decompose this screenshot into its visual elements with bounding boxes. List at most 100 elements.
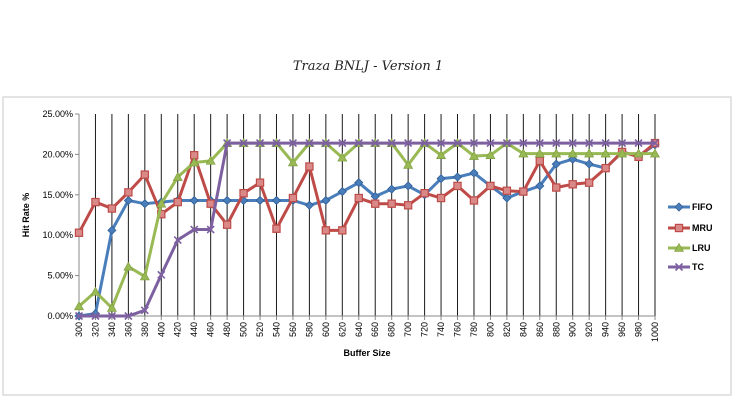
point-tc-580 bbox=[305, 139, 314, 148]
point-mru-660 bbox=[371, 199, 380, 208]
point-lru-400 bbox=[156, 198, 167, 208]
point-mru-780 bbox=[469, 196, 479, 205]
point-lru-380 bbox=[139, 271, 150, 281]
chart-title: Traza BNLJ - Version 1 bbox=[293, 59, 443, 74]
point-tc-1000 bbox=[650, 139, 660, 148]
plot-frame bbox=[2, 96, 732, 396]
point-tc-540 bbox=[272, 139, 281, 148]
point-lru-880 bbox=[551, 148, 562, 158]
x-tick-label-460: 460 bbox=[206, 322, 216, 337]
point-tc-480 bbox=[223, 139, 232, 148]
x-tick-label-540: 540 bbox=[271, 322, 281, 337]
series-line-fifo bbox=[78, 143, 656, 318]
point-lru-920 bbox=[584, 148, 595, 158]
point-lru-840 bbox=[518, 148, 529, 158]
point-tc-820 bbox=[502, 139, 511, 148]
x-tick-label-880: 880 bbox=[551, 322, 561, 337]
point-fifo-740 bbox=[436, 174, 446, 184]
point-tc-460 bbox=[206, 225, 215, 234]
point-tc-600 bbox=[321, 139, 330, 148]
y-tick-label: 10.00% bbox=[42, 230, 73, 240]
point-tc-400 bbox=[157, 270, 166, 279]
point-tc-980 bbox=[634, 139, 643, 148]
point-tc-520 bbox=[255, 139, 265, 148]
point-tc-660 bbox=[371, 139, 380, 148]
legend-marker-mru bbox=[674, 223, 684, 233]
point-tc-920 bbox=[585, 139, 594, 148]
y-tick-label: 15.00% bbox=[42, 190, 73, 200]
y-axis-ticks: 0.00% 5.00% 10.00% 15.00% 20.00% 25.00% bbox=[42, 109, 79, 321]
x-tick-label-960: 960 bbox=[617, 322, 627, 337]
point-fifo-380 bbox=[140, 199, 150, 209]
x-tick-label-860: 860 bbox=[535, 322, 545, 337]
point-tc-720 bbox=[420, 139, 429, 148]
x-tick-label-820: 820 bbox=[502, 322, 512, 337]
point-tc-940 bbox=[601, 139, 610, 148]
point-lru-900 bbox=[567, 148, 578, 158]
point-tc-900 bbox=[568, 139, 577, 148]
x-tick-label-360: 360 bbox=[123, 322, 133, 337]
point-mru-940 bbox=[601, 163, 610, 173]
point-lru-340 bbox=[106, 302, 117, 312]
series-line-lru bbox=[78, 141, 655, 310]
x-tick-label-780: 780 bbox=[469, 322, 479, 337]
point-fifo-880 bbox=[551, 159, 561, 169]
point-tc-780 bbox=[469, 139, 479, 148]
point-fifo-440 bbox=[189, 195, 199, 206]
point-mru-340 bbox=[107, 204, 117, 213]
point-fifo-920 bbox=[584, 159, 594, 169]
point-tc-840 bbox=[519, 139, 528, 148]
x-tick-label-920: 920 bbox=[584, 322, 594, 337]
point-mru-900 bbox=[568, 180, 577, 189]
point-fifo-640 bbox=[354, 178, 364, 188]
x-tick-label-380: 380 bbox=[140, 322, 150, 337]
point-lru-320 bbox=[90, 286, 101, 296]
point-lru-620 bbox=[337, 152, 348, 162]
x-tick-label-440: 440 bbox=[189, 322, 199, 337]
point-fifo-620 bbox=[337, 187, 347, 197]
point-lru-780 bbox=[468, 150, 479, 160]
point-tc-440 bbox=[190, 225, 199, 234]
point-fifo-580 bbox=[304, 200, 314, 210]
point-lru-960 bbox=[617, 148, 628, 158]
point-mru-800 bbox=[486, 181, 495, 191]
x-tick-label-300: 300 bbox=[74, 322, 84, 337]
point-fifo-700 bbox=[403, 181, 413, 191]
point-mru-620 bbox=[338, 226, 347, 235]
x-tick-label-420: 420 bbox=[173, 322, 183, 337]
x-tick-label-520: 520 bbox=[255, 322, 265, 337]
legend-label-mru: MRU bbox=[692, 223, 713, 233]
x-tick-label-980: 980 bbox=[634, 322, 644, 337]
x-tick-label-560: 560 bbox=[288, 322, 298, 337]
point-mru-760 bbox=[453, 181, 462, 191]
point-mru-560 bbox=[288, 193, 298, 203]
x-tick-label-500: 500 bbox=[239, 322, 249, 337]
point-tc-760 bbox=[453, 139, 462, 148]
point-mru-700 bbox=[403, 201, 413, 210]
point-lru-560 bbox=[287, 157, 298, 167]
x-tick-label-720: 720 bbox=[420, 322, 430, 337]
series-line-tc bbox=[79, 141, 655, 318]
point-lru-700 bbox=[403, 159, 414, 169]
point-tc-500 bbox=[239, 139, 248, 148]
point-fifo-780 bbox=[469, 168, 479, 178]
legend-label-tc: TC bbox=[692, 262, 704, 272]
point-fifo-540 bbox=[271, 195, 282, 206]
point-fifo-760 bbox=[452, 172, 463, 182]
x-tick-label-760: 760 bbox=[453, 322, 463, 337]
x-tick-label-340: 340 bbox=[107, 322, 117, 337]
x-tick-label-320: 320 bbox=[90, 322, 100, 337]
point-tc-420 bbox=[173, 235, 182, 245]
point-lru-420 bbox=[172, 171, 183, 181]
point-tc-700 bbox=[404, 139, 413, 148]
point-fifo-680 bbox=[387, 184, 397, 194]
point-mru-380 bbox=[140, 170, 150, 179]
point-tc-360 bbox=[124, 311, 133, 321]
x-tick-label-700: 700 bbox=[403, 322, 413, 337]
x-tick-label-580: 580 bbox=[304, 322, 314, 337]
point-fifo-480 bbox=[222, 195, 232, 206]
point-lru-300 bbox=[73, 301, 85, 311]
x-tick-label-740: 740 bbox=[436, 322, 446, 337]
x-tick-label-600: 600 bbox=[321, 322, 331, 337]
